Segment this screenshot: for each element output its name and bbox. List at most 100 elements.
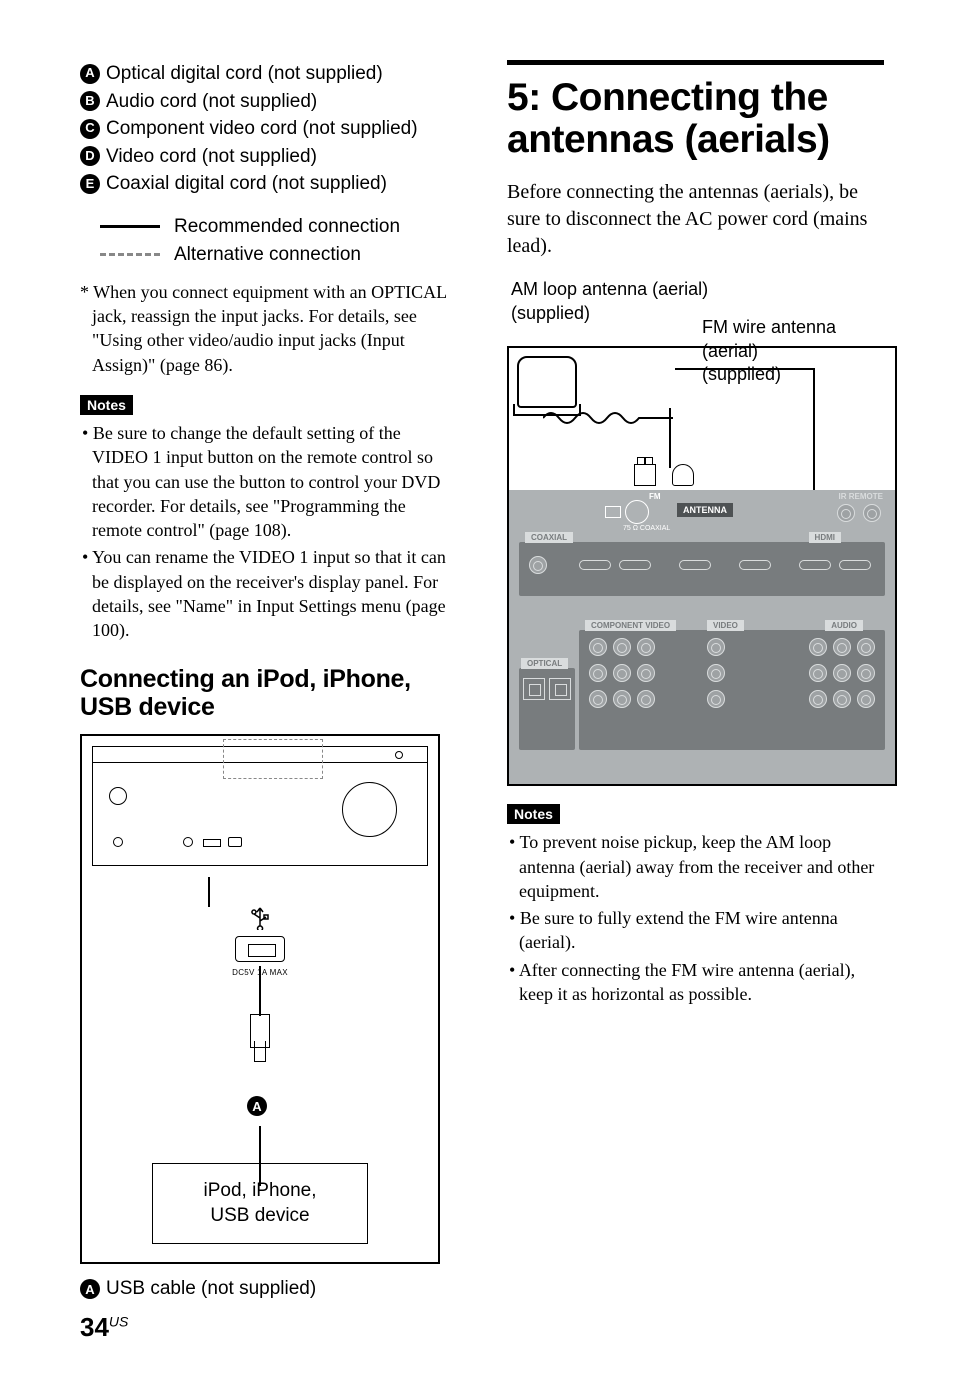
receiver-front-illustration — [92, 746, 428, 866]
circle-letter: D — [80, 146, 100, 166]
ipod-box-l2: USB device — [163, 1203, 357, 1229]
cable-item: A Optical digital cord (not supplied) — [80, 60, 457, 88]
cable-item: B Audio cord (not supplied) — [80, 88, 457, 116]
circle-letter: B — [80, 91, 100, 111]
cable-text: Optical digital cord (not supplied) — [106, 60, 383, 88]
section-title: 5: Connecting the antennas (aerials) — [507, 77, 884, 161]
fm-wire-icon — [685, 368, 815, 498]
hdmi-label: HDMI — [809, 532, 841, 543]
jack-icon — [857, 638, 875, 656]
audio-label: AUDIO — [825, 620, 863, 631]
jack-icon — [529, 556, 547, 574]
jack-icon — [613, 690, 631, 708]
jack-icon — [809, 664, 827, 682]
coaxial-label: COAXIAL — [525, 532, 573, 543]
antenna-terminal — [634, 442, 694, 488]
notes-list: Be sure to change the default setting of… — [80, 421, 457, 643]
antenna-label: ANTENNA — [677, 503, 733, 517]
jack-icon — [613, 664, 631, 682]
dashed-line-icon — [100, 253, 160, 256]
coax-75-label: 75 Ω COAXIAL — [623, 525, 670, 532]
cable-text: Coaxial digital cord (not supplied) — [106, 170, 387, 198]
connection-legend: Recommended connection Alternative conne… — [80, 216, 457, 266]
jack-icon — [707, 664, 725, 682]
jack-icon — [809, 638, 827, 656]
ipod-diagram: DC5V 1A MAX A iPod, iPhone, USB device — [80, 734, 440, 1264]
ipod-box-l1: iPod, iPhone, — [163, 1178, 357, 1204]
note-item: After connecting the FM wire antenna (ae… — [519, 958, 884, 1007]
section-rule — [507, 60, 884, 65]
jack-icon — [707, 690, 725, 708]
right-column: 5: Connecting the antennas (aerials) Bef… — [507, 60, 884, 1300]
hdmi-port-icon — [619, 560, 651, 570]
hdmi-port-icon — [679, 560, 711, 570]
notes-badge: Notes — [80, 395, 133, 415]
usb-icon — [250, 906, 270, 936]
title-l1: 5: Connecting the — [507, 76, 828, 119]
footnote: * When you connect equipment with an OPT… — [80, 280, 457, 377]
optical-label: OPTICAL — [521, 658, 568, 669]
jack-icon — [589, 690, 607, 708]
hdmi-port-icon — [839, 560, 871, 570]
jack-icon — [863, 504, 881, 522]
legend-dashed: Alternative connection — [80, 244, 457, 266]
am-loop-icon — [517, 356, 577, 408]
antenna-labels: AM loop antenna (aerial)(supplied) FM wi… — [507, 278, 884, 346]
page-number: 34US — [80, 1312, 128, 1343]
marker-a: A — [247, 1096, 273, 1116]
am-wire-icon — [543, 408, 673, 428]
cable-text: Video cord (not supplied) — [106, 143, 317, 171]
jack-icon — [837, 504, 855, 522]
usb-cable-note: A USB cable (not supplied) — [80, 1278, 457, 1300]
jack-icon — [833, 638, 851, 656]
rear-panel: FM ANTENNA 75 Ω COAXIAL IR REMOTE COAXIA… — [509, 490, 895, 784]
jack-icon — [833, 664, 851, 682]
jack-icon — [833, 690, 851, 708]
note-item: You can rename the VIDEO 1 input so that… — [92, 545, 457, 642]
back-panel-diagram: FM ANTENNA 75 Ω COAXIAL IR REMOTE COAXIA… — [507, 346, 897, 786]
notes-list: To prevent noise pickup, keep the AM loo… — [507, 830, 884, 1006]
legend-dashed-text: Alternative connection — [174, 244, 361, 266]
jack-icon — [589, 664, 607, 682]
note-item: Be sure to change the default setting of… — [92, 421, 457, 542]
jack-icon — [809, 690, 827, 708]
cable-text: Audio cord (not supplied) — [106, 88, 317, 116]
circle-letter: C — [80, 119, 100, 139]
cable-list: A Optical digital cord (not supplied) B Au… — [80, 60, 457, 198]
ipod-device-box: iPod, iPhone, USB device — [152, 1163, 368, 1244]
note-item: To prevent noise pickup, keep the AM loo… — [519, 830, 884, 903]
circle-letter: A — [80, 64, 100, 84]
cable-item: E Coaxial digital cord (not supplied) — [80, 170, 457, 198]
jack-icon — [637, 690, 655, 708]
legend-solid: Recommended connection — [80, 216, 457, 238]
jack-icon — [637, 638, 655, 656]
hdmi-port-icon — [579, 560, 611, 570]
ir-remote-label: IR REMOTE — [839, 492, 883, 501]
cable-item: D Video cord (not supplied) — [80, 143, 457, 171]
usb-cable-text: USB cable (not supplied) — [106, 1278, 316, 1300]
optical-jack-icon — [549, 678, 571, 700]
notes-badge: Notes — [507, 804, 560, 824]
legend-solid-text: Recommended connection — [174, 216, 400, 238]
solid-line-icon — [100, 225, 160, 228]
am-antenna-label: AM loop antenna (aerial)(supplied) — [511, 278, 708, 325]
jack-icon — [857, 664, 875, 682]
note-item: Be sure to fully extend the FM wire ante… — [519, 906, 884, 955]
jack-icon — [637, 664, 655, 682]
jack-icon — [589, 638, 607, 656]
circle-letter: E — [80, 174, 100, 194]
usb-plug-illustration — [235, 936, 285, 962]
intro-text: Before connecting the antennas (aerials)… — [507, 179, 884, 260]
optical-jack-icon — [523, 678, 545, 700]
fm-label: FM — [649, 492, 661, 501]
component-label: COMPONENT VIDEO — [585, 620, 676, 631]
jack-icon — [613, 638, 631, 656]
jack-icon — [857, 690, 875, 708]
video-label: VIDEO — [707, 620, 744, 631]
title-l2: antennas (aerials) — [507, 118, 830, 161]
circle-letter: A — [80, 1279, 100, 1299]
cable-item: C Component video cord (not supplied) — [80, 115, 457, 143]
hdmi-port-icon — [799, 560, 831, 570]
left-column: A Optical digital cord (not supplied) B Au… — [80, 60, 457, 1300]
cable-text: Component video cord (not supplied) — [106, 115, 418, 143]
